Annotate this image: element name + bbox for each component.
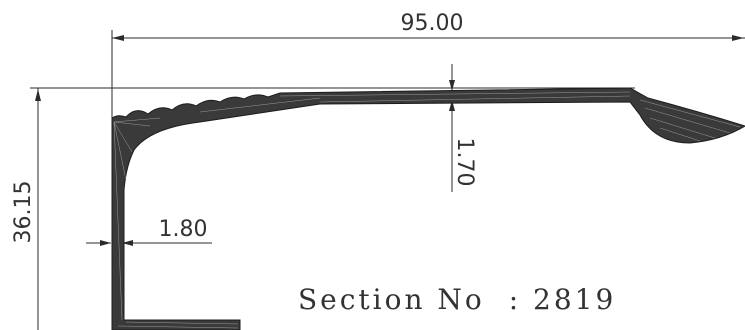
wall-thickness-label: 1.80 <box>159 217 208 242</box>
top-thickness-dimension: 1.70 <box>449 64 477 192</box>
wall-thickness-dimension: 1.80 <box>86 217 212 246</box>
top-thickness-arrow-down <box>449 80 455 91</box>
profile-hatching <box>113 91 741 329</box>
height-arrow-top <box>35 89 41 101</box>
wall-thickness-arrow-right <box>100 240 111 246</box>
section-caption-number: 2819 <box>533 283 616 316</box>
width-arrow-left <box>112 35 124 41</box>
width-arrow-right <box>732 35 744 41</box>
width-dimension-label: 95.00 <box>401 11 464 36</box>
width-dimension: 95.00 <box>112 11 745 41</box>
section-caption-label: Section No <box>298 283 485 316</box>
section-caption: Section No : 2819 <box>298 283 616 316</box>
top-thickness-arrow-up <box>449 100 455 111</box>
profile-shape <box>111 87 745 330</box>
section-caption-separator: : <box>509 283 521 316</box>
wall-thickness-arrow-left <box>122 240 133 246</box>
top-thickness-label: 1.70 <box>452 138 477 187</box>
profile-body <box>111 87 745 330</box>
height-dimension-label: 36.15 <box>11 181 36 244</box>
height-dimension: 36.15 <box>11 88 41 330</box>
extension-lines <box>30 30 635 118</box>
